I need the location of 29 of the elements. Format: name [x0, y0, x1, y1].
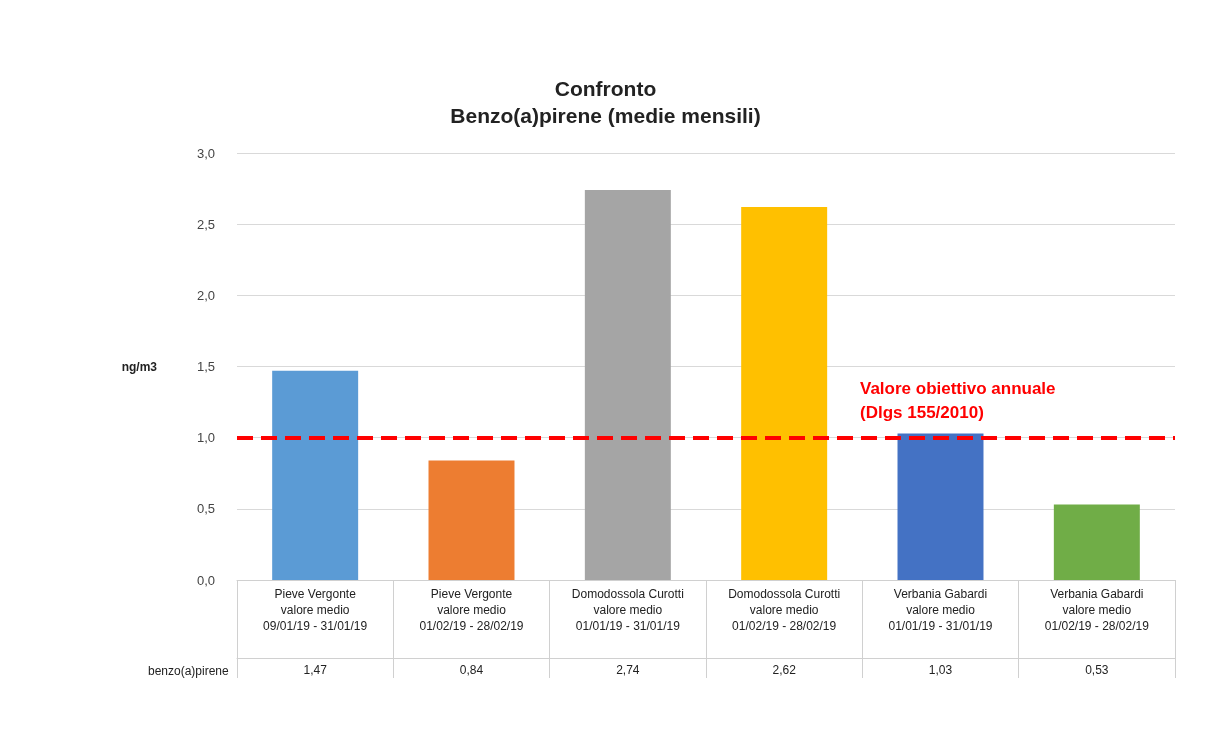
bar: [897, 433, 984, 580]
x-tick-label: Verbania Gabardi valore medio 01/01/19 - 31/01/19: [888, 587, 993, 633]
y-tick-label: 0,0: [196, 572, 215, 588]
bar: [584, 190, 671, 580]
y-tick-label: 1,0: [196, 430, 215, 446]
y-tick-label: 1,5: [196, 359, 215, 374]
y-tick-label: 2,5: [196, 216, 215, 232]
y-tick-label: 2,0: [196, 287, 215, 303]
data-label: 0,53: [1085, 663, 1109, 677]
text: benzo(a)pirene: [148, 664, 230, 678]
bar: [272, 370, 359, 580]
x-tick-label: Domodossola Curotti valore medio 01/01/19 - 31/01/19: [571, 587, 684, 633]
bar: [428, 460, 515, 580]
data-label: 2,62: [772, 663, 797, 677]
x-tick-label: Pieve Vergonte valore medio 09/01/19 - 31/01/19: [263, 587, 368, 633]
data-label: 1,03: [928, 663, 953, 677]
bar: [1053, 504, 1140, 580]
bar: [741, 207, 828, 580]
x-tick-label: Pieve Vergonte valore medio 01/02/19 - 28/02/19: [419, 587, 524, 633]
data-label: 0,84: [459, 663, 484, 677]
data-label: 2,74: [616, 663, 640, 677]
y-axis-title: ng/m3: [121, 359, 158, 374]
x-tick-label: Domodossola Curotti valore medio 01/02/19 - 28/02/19: [728, 587, 841, 633]
x-tick-label: Verbania Gabardi valore medio 01/02/19 - 28/02/19: [1044, 587, 1150, 633]
chart-title: Confronto Benzo(a)pirene (medie mensili): [450, 77, 761, 127]
y-tick-label: 3,0: [196, 145, 215, 161]
data-label: 1,47: [303, 663, 328, 677]
ref-line-label: Valore obiettivo annuale (Dlgs 155/2010): [860, 379, 1056, 423]
y-tick-label: 0,5: [196, 501, 215, 517]
